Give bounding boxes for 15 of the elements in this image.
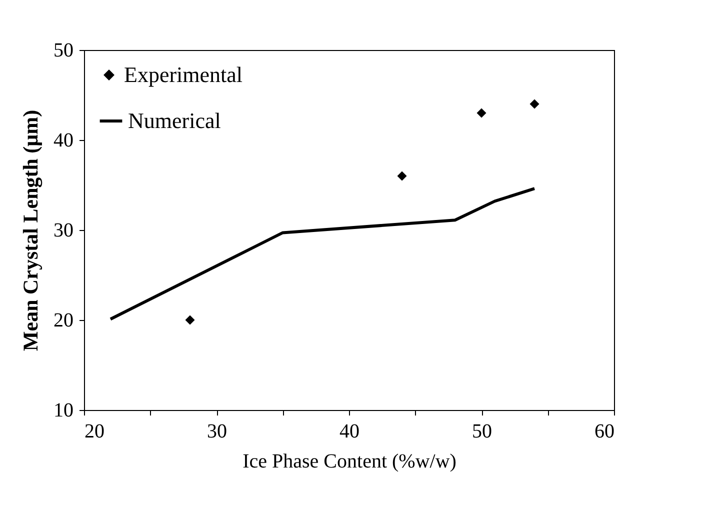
y-tick-label: 30 [54,220,74,242]
x-tick-label: 60 [594,420,614,442]
y-tick-label: 10 [54,400,74,422]
y-tick-label: 20 [54,310,74,332]
legend-label: Experimental [124,62,243,87]
y-tick-label: 40 [54,130,74,152]
legend-label: Numerical [128,108,221,133]
line-series [109,187,536,321]
y-tick-label: 50 [54,40,74,62]
x-axis-title: Ice Phase Content (%w/w) [242,450,456,472]
x-tick-label: 20 [84,420,104,442]
x-tick-label: 40 [340,420,360,442]
x-tick-label: 30 [207,420,227,442]
x-tick-label: 50 [472,420,492,442]
y-axis-title: Mean Crystal Length (μm) [18,110,42,352]
